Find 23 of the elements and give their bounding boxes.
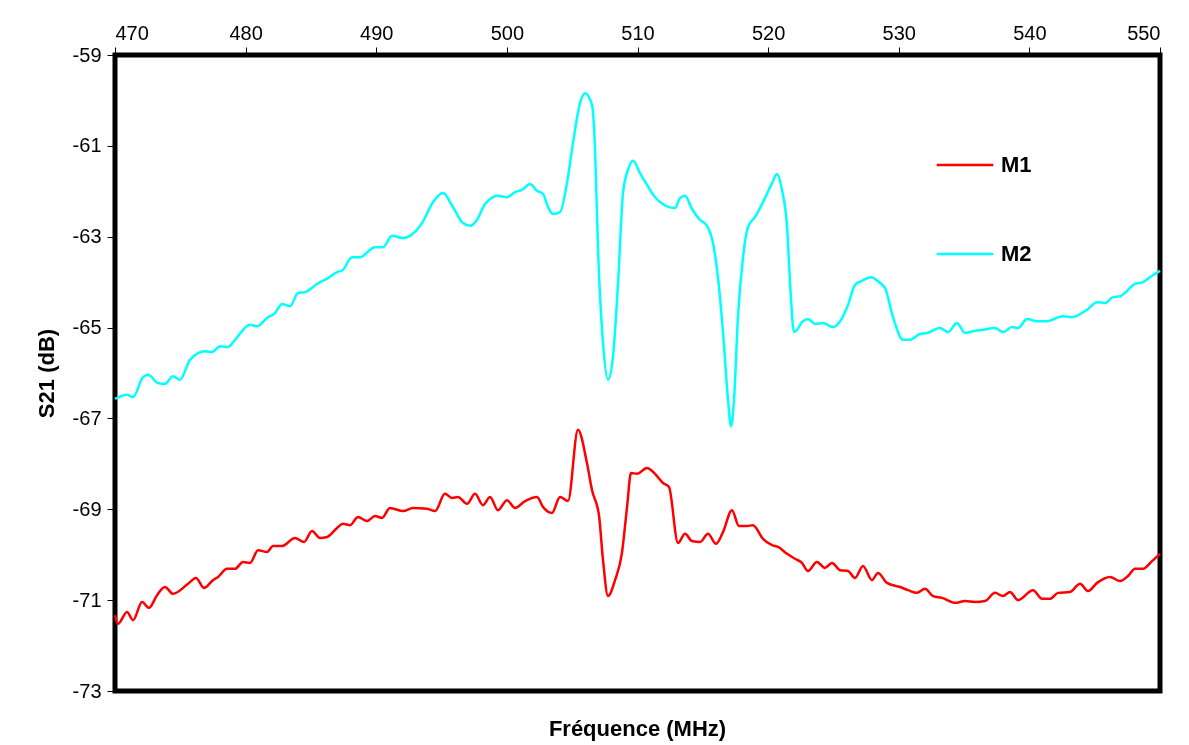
- y-tick-label: -71: [72, 588, 102, 611]
- x-tick-label: 520: [751, 21, 786, 44]
- x-tick-label: 510: [621, 21, 655, 44]
- legend-label: M1: [1001, 152, 1032, 177]
- x-tick-label: 470: [115, 21, 149, 44]
- x-tick-label: 500: [490, 21, 525, 44]
- y-tick-label: -61: [72, 134, 102, 157]
- y-axis-title: S21 (dB): [33, 328, 59, 419]
- line-series: [113, 91, 1162, 428]
- y-tick-label: -65: [72, 316, 102, 339]
- y-tick-label: -63: [72, 225, 102, 248]
- line-series: [113, 428, 1162, 626]
- y-tick-label: -69: [72, 497, 102, 520]
- x-tick-label: 480: [229, 21, 263, 44]
- x-axis-title: Fréquence (MHz): [548, 716, 727, 741]
- x-tick-label: 540: [1013, 21, 1047, 44]
- x-tick-label: 490: [360, 21, 394, 44]
- y-tick-label: -73: [72, 679, 102, 702]
- y-tick-label: -67: [72, 406, 102, 429]
- x-tick-label: 530: [882, 21, 916, 44]
- y-tick-label: -59: [72, 43, 102, 66]
- x-tick-label: 550: [1127, 21, 1161, 44]
- legend-label: M2: [1001, 241, 1032, 266]
